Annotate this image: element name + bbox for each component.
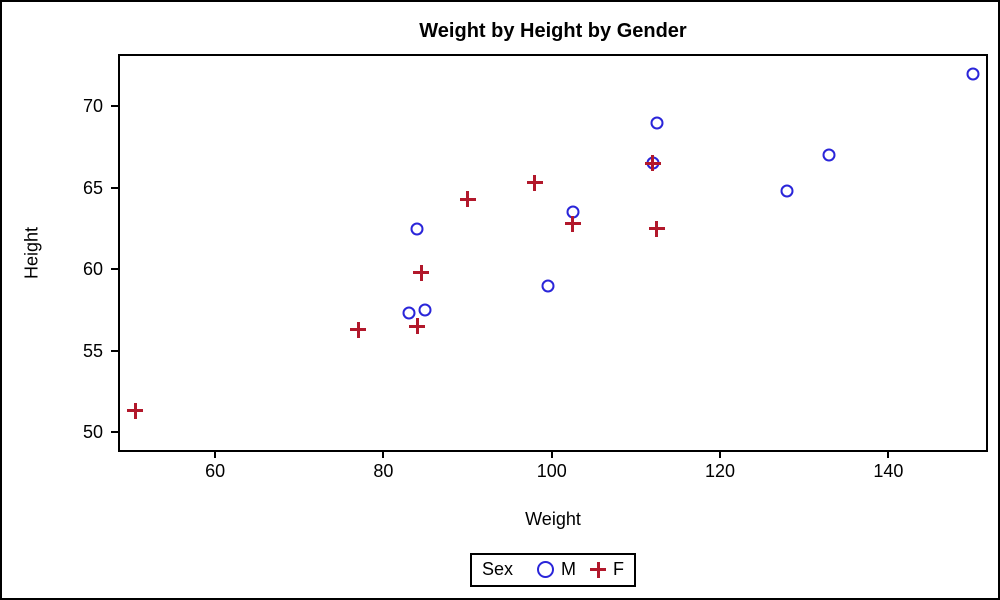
y-tick [111, 105, 120, 108]
legend-label-M: M [561, 559, 577, 579]
chart-title: Weight by Height by Gender [419, 20, 687, 42]
data-point-F [526, 174, 543, 191]
legend: Sex M F [118, 553, 988, 587]
legend-item-M: M [537, 559, 576, 581]
data-point-F [409, 318, 426, 335]
x-tick [719, 450, 722, 458]
y-tick [111, 431, 120, 434]
data-point-M [646, 156, 660, 170]
y-tick-label: 55 [82, 340, 103, 361]
data-point-F [459, 191, 476, 208]
x-tick [382, 450, 385, 458]
data-point-F [413, 264, 430, 281]
plot-area: 60 80 100 120 140 50 55 60 65 70 [83, 54, 988, 480]
data-point-M [541, 279, 555, 293]
y-tick-label: 50 [82, 422, 103, 443]
data-point-F [648, 220, 665, 237]
data-point-M [410, 222, 424, 236]
y-tick-label: 60 [82, 259, 103, 280]
y-tick-label: 65 [82, 177, 103, 198]
legend-item-F: F [590, 559, 624, 581]
legend-label-F: F [613, 559, 625, 579]
circle-marker-icon [537, 561, 555, 579]
data-point-M [650, 116, 664, 130]
legend-box: Sex M F [469, 553, 637, 587]
data-point-M [402, 306, 416, 320]
x-tick-label: 100 [536, 461, 567, 481]
x-tick-label: 120 [705, 461, 736, 481]
x-tick-label: 60 [205, 461, 226, 481]
data-point-M [566, 205, 580, 219]
x-tick [214, 450, 217, 458]
data-point-F [644, 155, 661, 172]
y-tick-label: 70 [82, 96, 103, 117]
y-axis-label: Height [21, 226, 42, 280]
data-point-F [564, 215, 581, 232]
data-point-M [780, 184, 794, 198]
y-tick [111, 349, 120, 352]
y-tick [111, 268, 120, 271]
data-point-M [418, 303, 432, 317]
x-axis-label: Weight [525, 509, 581, 529]
y-tick [111, 186, 120, 189]
x-tick-label: 140 [873, 461, 904, 481]
data-point-F [127, 402, 144, 419]
plus-marker-icon [590, 561, 607, 578]
data-point-M [822, 148, 836, 162]
x-tick [887, 450, 890, 458]
data-point-F [350, 321, 367, 338]
x-tick-label: 80 [373, 461, 394, 481]
data-point-M [966, 67, 980, 81]
x-tick [550, 450, 553, 458]
legend-title: Sex [481, 559, 514, 579]
